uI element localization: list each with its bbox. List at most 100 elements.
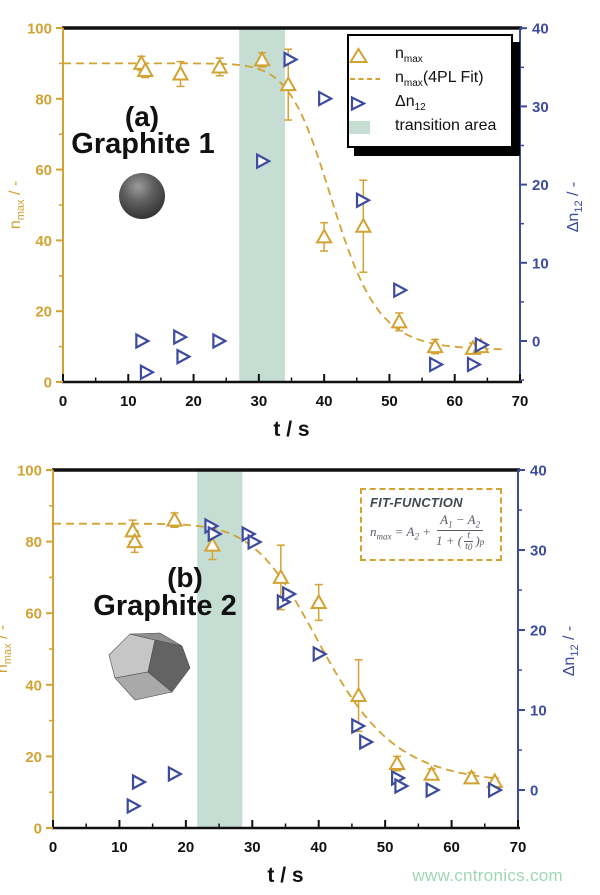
transition-band <box>197 471 243 828</box>
x-tick-label: 0 <box>49 839 57 856</box>
fit-function-formula: nmax = A2 + A1 − A2 1 + (t t 0) p <box>370 512 485 553</box>
nmax-marker <box>126 532 144 549</box>
fit-function-box: FIT-FUNCTION nmax = A2 + A1 − A2 1 + (t t… <box>360 488 502 561</box>
chart-panel-a: 0 10 20 30 40 50 60 70 0 20 40 60 80 100 0 10 20 30 40 t / … <box>7 21 585 442</box>
dn12-marker <box>393 281 409 299</box>
x-axis-title: t / s <box>267 864 303 887</box>
dn12-marker <box>429 356 445 373</box>
nmax-marker <box>210 57 229 74</box>
y-right-tick-label: 0 <box>530 783 538 800</box>
nmax-marker <box>253 50 271 67</box>
y-right-tick-label: 10 <box>532 255 549 272</box>
dn12-marker <box>256 152 272 170</box>
panel-a-label: (a) <box>124 101 160 132</box>
axes: 0 10 20 30 40 50 60 70 0 20 40 60 80 100 0 10 20 30 40 t / … <box>0 463 581 888</box>
y-right-tick-label: 20 <box>530 623 547 640</box>
x-tick-label: 40 <box>310 839 327 856</box>
nmax-marker <box>124 521 142 538</box>
dn12-marker <box>135 332 151 350</box>
nmax-marker <box>462 768 481 785</box>
legend-label-fit: nmax(4PL Fit) <box>395 68 484 90</box>
nmax-marker <box>315 227 333 244</box>
legend-item-fit: nmax(4PL Fit) <box>350 67 503 91</box>
axes: 0 10 20 30 40 50 60 70 0 20 40 60 80 100 0 10 20 30 40 t / … <box>7 21 585 442</box>
x-tick-label: 20 <box>185 393 202 410</box>
legend-label-transition: transition area <box>395 116 497 134</box>
dn12-marker <box>173 328 189 346</box>
legend-label-nmax: nmax <box>395 44 423 66</box>
dn12-marker <box>425 781 441 799</box>
y-left-tick-label: 20 <box>35 304 52 321</box>
transition-band <box>239 29 285 382</box>
dn12-marker <box>359 733 375 751</box>
y-left-tick-label: 20 <box>25 749 42 766</box>
dn12-marker <box>394 777 410 795</box>
nmax-marker <box>203 536 222 552</box>
dn12-marker <box>282 585 298 603</box>
fit-function-title: FIT-FUNCTION <box>370 495 463 510</box>
dn12-marker <box>131 773 148 791</box>
dn12-marker <box>247 533 263 551</box>
x-tick-label: 50 <box>381 393 398 410</box>
svg-text:nmax / -: nmax / - <box>0 625 14 673</box>
graphite1-sphere-illustration <box>119 173 165 219</box>
dn12-marker <box>212 332 228 350</box>
y-left-tick-label: 40 <box>35 233 52 250</box>
x-tick-label: 40 <box>316 393 333 410</box>
x-tick-label: 30 <box>251 393 268 410</box>
x-tick-label: 70 <box>512 393 529 410</box>
y-left-tick-label: 60 <box>25 606 42 623</box>
graphite2-particle-illustration <box>108 632 191 701</box>
y-left-tick-label: 80 <box>35 91 52 108</box>
y-right-tick-label: 40 <box>532 21 549 38</box>
y-left-tick-label: 40 <box>25 677 42 694</box>
dn12-marker <box>355 191 372 209</box>
nmax-marker <box>422 765 441 781</box>
dn12-marker <box>126 797 143 815</box>
legend-item-transition: transition area <box>349 115 503 139</box>
dn12-series <box>126 517 504 815</box>
y-left-tick-label: 80 <box>25 534 42 551</box>
y-left-tick-label: 100 <box>27 21 52 38</box>
nmax-marker <box>426 337 444 354</box>
y-right-tick-label: 30 <box>530 543 547 560</box>
y-right-tick-label: 0 <box>532 334 540 351</box>
dn12-series <box>135 51 491 381</box>
y-right-tick-label: 30 <box>532 99 549 116</box>
dn12-marker <box>487 781 504 799</box>
svg-text:nmax / -: nmax / - <box>7 181 27 229</box>
nmax-marker <box>349 686 368 703</box>
x-tick-label: 70 <box>510 839 527 856</box>
svg-text:Δn12 / -: Δn12 / - <box>561 626 581 677</box>
y-right-tick-label: 40 <box>530 463 547 480</box>
nmax-marker <box>136 61 154 77</box>
y-left-tick-label: 100 <box>17 463 42 480</box>
dn12-marker <box>474 336 491 354</box>
x-tick-label: 50 <box>377 839 394 856</box>
x-tick-label: 10 <box>120 393 137 410</box>
y-left-tick-label: 0 <box>34 821 42 838</box>
nmax-marker <box>171 64 190 81</box>
nmax-marker <box>354 217 373 233</box>
y-right-tick-label: 10 <box>530 703 547 720</box>
dn12-marker <box>167 765 184 783</box>
legend-item-nmax: nmax <box>349 43 503 67</box>
dn12-marker <box>176 348 192 365</box>
y-right-tick-label: 20 <box>532 177 549 194</box>
legend: nmax nmax(4PL Fit) Δn12 transition area <box>347 34 513 148</box>
panel-b-title: Graphite 2 <box>93 590 237 622</box>
nmax-marker <box>272 568 290 584</box>
legend-label-dn12: Δn12 <box>395 92 426 114</box>
y-left-tick-label: 0 <box>44 375 52 392</box>
watermark: www.cntronics.com <box>412 866 563 885</box>
dn12-marker <box>466 356 483 373</box>
x-tick-label: 20 <box>178 839 195 856</box>
y-left-tick-label: 60 <box>35 162 52 179</box>
x-tick-label: 30 <box>244 839 261 856</box>
legend-item-dn12: Δn12 <box>350 91 503 115</box>
dn12-marker <box>318 90 334 107</box>
nmax-marker <box>390 312 408 329</box>
nmax-marker <box>310 593 328 609</box>
fit-curve <box>53 522 499 780</box>
